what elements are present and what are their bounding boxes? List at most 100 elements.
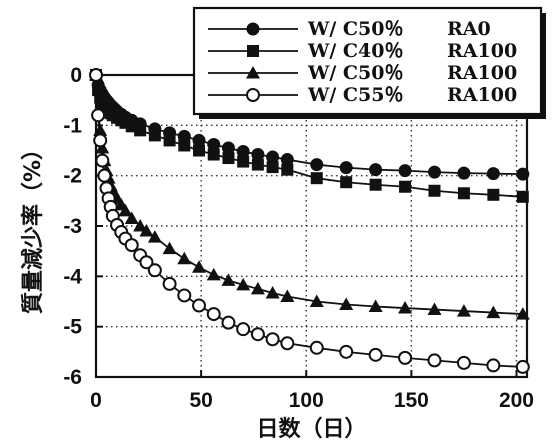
y-tick-label: -3 bbox=[63, 215, 82, 238]
y-tick-label: -4 bbox=[63, 265, 82, 288]
series-4 bbox=[89, 68, 530, 374]
data-point bbox=[456, 304, 471, 317]
data-point bbox=[246, 66, 260, 79]
data-point bbox=[147, 230, 162, 243]
data-point bbox=[207, 148, 220, 161]
data-point bbox=[369, 178, 382, 191]
data-point bbox=[89, 68, 103, 82]
grid bbox=[96, 75, 527, 377]
x-tick-label: 100 bbox=[289, 389, 324, 412]
data-point bbox=[95, 153, 110, 168]
data-point bbox=[486, 167, 500, 181]
data-point bbox=[250, 281, 265, 295]
data-point bbox=[206, 267, 221, 281]
data-point bbox=[124, 211, 139, 224]
data-point bbox=[427, 353, 442, 368]
data-point bbox=[246, 88, 260, 102]
data-point bbox=[178, 139, 191, 152]
data-point bbox=[427, 302, 442, 316]
data-point bbox=[163, 134, 176, 147]
data-point bbox=[139, 255, 154, 270]
data-point bbox=[339, 161, 353, 175]
data-point bbox=[139, 224, 154, 237]
data-point bbox=[148, 129, 161, 142]
x-tick-label: 50 bbox=[189, 389, 212, 412]
data-point bbox=[177, 251, 192, 265]
legend: W/ C50％ RA0 W/ C40％ RA100 W/ C50％ RA100 W/ C55… bbox=[192, 6, 546, 119]
data-point bbox=[309, 340, 324, 355]
y-tick-label: -5 bbox=[63, 316, 82, 339]
data-point bbox=[457, 166, 471, 180]
data-point bbox=[265, 332, 280, 347]
data-point bbox=[124, 238, 139, 253]
data-point bbox=[222, 152, 235, 165]
x-tick-label: 0 bbox=[90, 389, 102, 412]
data-point bbox=[118, 203, 133, 217]
data-point bbox=[265, 285, 280, 299]
data-point bbox=[221, 315, 236, 330]
data-point bbox=[192, 260, 207, 273]
data-point bbox=[428, 184, 441, 197]
data-point bbox=[133, 219, 148, 232]
data-point bbox=[280, 336, 295, 351]
data-point bbox=[236, 322, 251, 337]
data-point bbox=[398, 164, 412, 178]
data-point bbox=[309, 294, 324, 307]
data-point bbox=[398, 301, 413, 314]
y-tick-label: -2 bbox=[63, 165, 82, 188]
data-point bbox=[486, 305, 501, 319]
data-point bbox=[340, 176, 353, 189]
legend-label-wc: W/ C50％ bbox=[307, 62, 403, 84]
data-point bbox=[280, 289, 295, 302]
legend-label-wc: W/ C55％ bbox=[307, 84, 403, 106]
legend-label-wc: W/ C40％ bbox=[307, 40, 403, 62]
data-point bbox=[193, 144, 206, 157]
data-point bbox=[95, 140, 110, 154]
data-point bbox=[134, 124, 147, 137]
data-point bbox=[192, 298, 207, 313]
x-axis-title: 日数（日） bbox=[256, 416, 366, 442]
legend-label-ra: RA100 bbox=[447, 40, 517, 62]
data-point bbox=[162, 241, 177, 255]
data-point bbox=[515, 359, 530, 374]
data-point bbox=[281, 163, 294, 176]
data-point bbox=[427, 165, 441, 179]
data-point bbox=[91, 108, 106, 123]
data-point bbox=[486, 358, 501, 373]
data-point bbox=[162, 276, 177, 291]
data-point bbox=[237, 155, 250, 168]
data-point bbox=[250, 327, 265, 342]
data-point bbox=[251, 158, 264, 171]
y-axis-title: 質量減少率（%） bbox=[20, 138, 46, 314]
data-point bbox=[266, 161, 279, 174]
y-tick-label: 0 bbox=[70, 64, 82, 87]
data-point bbox=[93, 123, 108, 136]
y-tick-label: -1 bbox=[63, 114, 82, 137]
data-point bbox=[206, 307, 221, 322]
data-point bbox=[515, 307, 530, 320]
data-point bbox=[246, 22, 260, 36]
data-point bbox=[147, 263, 162, 278]
data-point bbox=[487, 188, 500, 201]
data-point bbox=[399, 180, 412, 193]
legend-label-ra: RA100 bbox=[447, 62, 517, 84]
data-point bbox=[369, 163, 383, 177]
data-point bbox=[125, 120, 138, 133]
axis-labels: 日数（日） 質量減少率（%） bbox=[20, 138, 367, 442]
data-point bbox=[247, 45, 259, 57]
data-point bbox=[177, 288, 192, 303]
data-point bbox=[221, 273, 236, 286]
data-point bbox=[236, 277, 251, 291]
legend-label-ra: RA0 bbox=[447, 18, 491, 40]
data-point bbox=[516, 167, 530, 181]
data-point bbox=[456, 355, 471, 370]
data-point bbox=[457, 187, 470, 200]
data-point bbox=[310, 158, 324, 172]
data-point bbox=[339, 344, 354, 359]
data-point bbox=[368, 299, 383, 313]
series bbox=[89, 68, 530, 374]
data-point bbox=[97, 168, 112, 183]
x-tick-label: 200 bbox=[499, 389, 534, 412]
data-point bbox=[310, 172, 323, 185]
